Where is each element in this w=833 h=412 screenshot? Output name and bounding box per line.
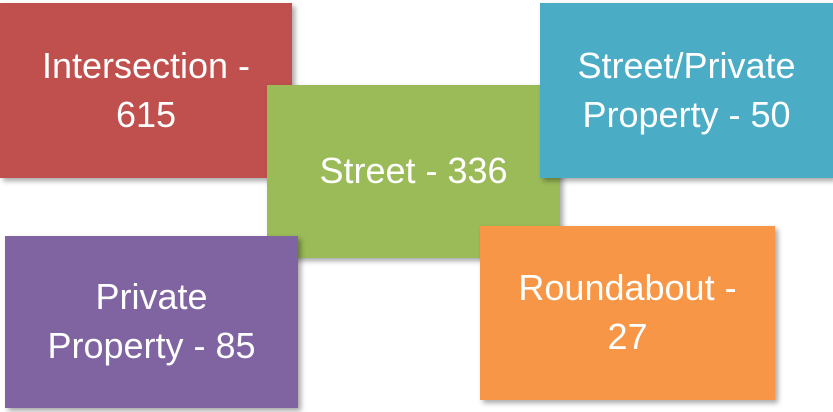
node-label: Intersection - 615 — [41, 44, 251, 135]
node-label: Private Property - 85 — [47, 276, 256, 366]
node-box: Private Property - 85 — [5, 236, 298, 408]
node-box: Roundabout - 27 — [480, 226, 775, 400]
node-label: Street - 336 — [319, 150, 508, 192]
node-box: Street/Private Property - 50 — [540, 3, 833, 178]
node-box: Street - 336 — [267, 85, 560, 258]
node-label: Roundabout - 27 — [518, 267, 737, 357]
node-label: Street/Private Property - 50 — [577, 44, 796, 135]
node-box: Intersection - 615 — [0, 3, 292, 178]
